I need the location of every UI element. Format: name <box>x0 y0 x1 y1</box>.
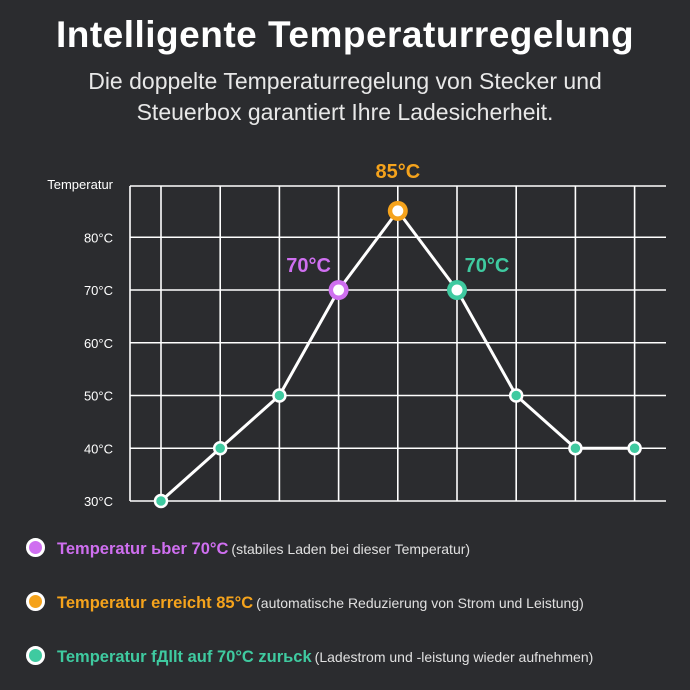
data-point <box>272 388 287 403</box>
highlight-point-center <box>333 284 345 296</box>
subtitle-line-2: Steuerbox garantiert Ihre Ladesicherheit… <box>136 99 554 125</box>
data-point <box>508 388 524 403</box>
highlight-point-center <box>392 205 404 217</box>
legend-note-text: (stabiles Laden bei dieser Temperatur) <box>231 541 471 557</box>
chart-grid <box>129 185 666 502</box>
y-tick-label: 70°C <box>84 283 113 298</box>
y-tick-label: 80°C <box>84 230 113 245</box>
legend-main-text: Temperatur fДllt auf 70°C zurьck <box>57 648 312 666</box>
legend-item-over-70: Temperatur ьber 70°C (stabiles Laden bei … <box>26 538 676 559</box>
highlight-label: 70°C <box>286 255 331 277</box>
y-tick-label: 50°C <box>84 389 113 404</box>
page-title: Intelligente Temperaturregelung <box>55 14 635 55</box>
y-axis: Temperatur 30°C 40°C 50°C 60°C 70°C 80°C <box>47 177 113 509</box>
legend-dot-orange <box>26 592 45 611</box>
legend-main-text: Temperatur ьber 70°C <box>57 540 229 558</box>
page-subtitle: Die doppelte Temperaturregelung von Stec… <box>0 66 690 128</box>
data-point <box>212 441 228 456</box>
highlight-labels: 70°C 85°C 70°C <box>286 161 509 277</box>
data-point <box>568 441 583 456</box>
data-point <box>627 441 642 456</box>
legend-item-reach-85: Temperatur erreicht 85°C (automatische Re… <box>26 592 676 613</box>
y-tick-label: 30°C <box>84 494 113 509</box>
y-axis-label: Temperatur <box>47 177 113 192</box>
y-tick-label: 40°C <box>84 441 113 456</box>
data-points <box>153 200 642 509</box>
legend-note-text: (Ladestrom und -leistung wieder aufnehme… <box>314 649 594 665</box>
subtitle-line-1: Die doppelte Temperaturregelung von Stec… <box>88 68 602 94</box>
highlight-label: 85°C <box>375 161 420 183</box>
legend-dot-teal <box>26 646 45 665</box>
legend-note-text: (automatische Reduzierung von Strom und … <box>256 595 584 611</box>
data-point <box>153 493 169 509</box>
legend-dot-purple <box>26 538 45 557</box>
y-tick-label: 60°C <box>84 336 113 351</box>
legend-item-back-70: Temperatur fДllt auf 70°C zurьck (Ladestr… <box>26 646 676 667</box>
highlight-point-center <box>451 284 463 296</box>
legend-main-text: Temperatur erreicht 85°C <box>57 594 254 612</box>
highlight-label: 70°C <box>465 255 510 277</box>
